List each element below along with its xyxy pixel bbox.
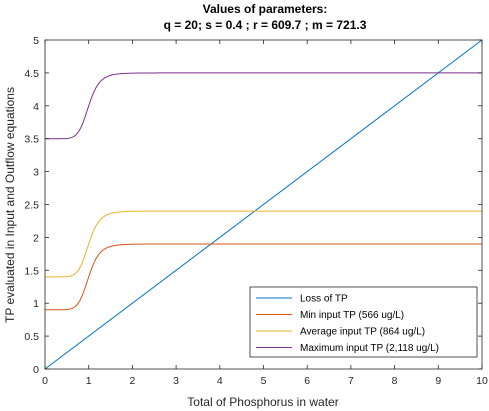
y-tick-label: 0 (33, 364, 39, 376)
y-tick-label: 3 (33, 167, 39, 179)
x-tick-label: 4 (217, 375, 223, 387)
series-line-1 (45, 243, 482, 311)
y-tick-label: 3.5 (24, 134, 39, 146)
y-tick-label: 2.5 (24, 200, 39, 212)
legend: Loss of TP Min input TP (566 ug/L) Average… (249, 286, 478, 358)
x-tick-label: 0 (42, 375, 48, 387)
y-tick-label: 0.5 (24, 331, 39, 343)
series-line-3 (45, 72, 482, 140)
y-tick-label: 2 (33, 232, 39, 244)
x-tick-label: 5 (261, 375, 267, 387)
series-line-2 (45, 210, 482, 278)
x-tick-label: 2 (129, 375, 135, 387)
y-tick-label: 4 (33, 101, 39, 113)
x-tick-label: 3 (173, 375, 179, 387)
legend-label: Min input TP (566 ug/L) (300, 310, 404, 321)
chart-subtitle: q = 20; s = 0.4 ; r = 609.7 ; m = 721.3 (164, 18, 367, 32)
series-line-0 (44, 39, 483, 370)
x-axis-label: Total of Phosphorus in water (187, 395, 338, 409)
y-tick-label: 1 (33, 298, 39, 310)
legend-box (249, 286, 478, 358)
legend-label: Average input TP (864 ug/L) (300, 327, 425, 338)
tick-layer: 0 1 2 3 4 5 6 7 8 9 10 0 0.5 1 1.5 2 2.5 3 3.5 4 4.5 5 (24, 35, 488, 387)
x-tick-label: 6 (304, 375, 310, 387)
x-tick-label: 9 (435, 375, 441, 387)
y-tick-label: 1.5 (24, 265, 39, 277)
x-tick-label: 10 (476, 375, 488, 387)
x-tick-label: 8 (392, 375, 398, 387)
x-tick-label: 1 (86, 375, 92, 387)
y-axis-label: TP evaluated in Input and Outflow equati… (3, 87, 17, 323)
y-tick-label: 4.5 (24, 68, 39, 80)
y-tick-label: 5 (33, 35, 39, 47)
x-tick-label: 7 (348, 375, 354, 387)
chart-title: Values of parameters: (203, 2, 328, 16)
series-layer (44, 39, 483, 370)
legend-label: Maximum input TP (2,118 ug/L) (300, 343, 439, 354)
legend-label: Loss of TP (300, 294, 348, 305)
